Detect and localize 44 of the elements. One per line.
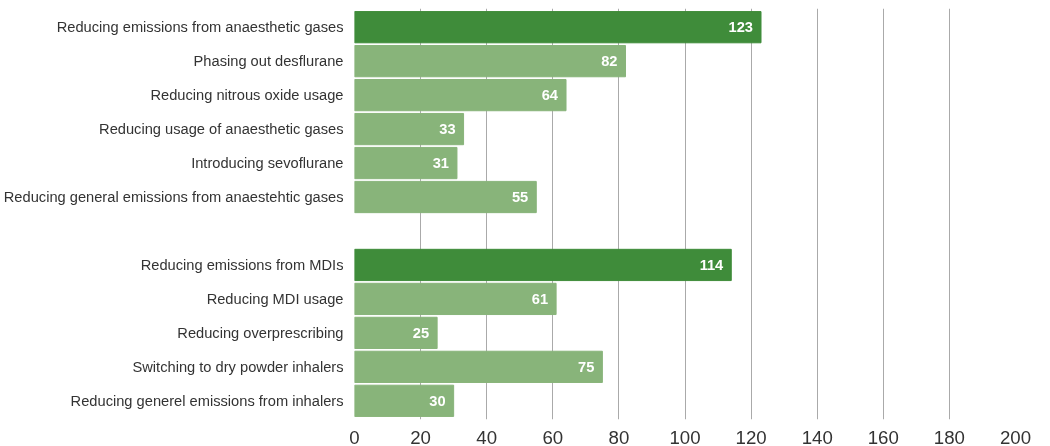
bar xyxy=(354,78,567,112)
data-label: 25 xyxy=(412,324,430,341)
bar xyxy=(354,112,465,146)
y-tick-label: Reducing general emissions from anaestehtic gases xyxy=(3,189,344,206)
data-label: 123 xyxy=(728,19,754,36)
x-tick-label: 60 xyxy=(542,426,564,446)
y-tick-label: Introducing sevoflurane xyxy=(191,155,344,172)
x-tick-label: 120 xyxy=(735,426,767,446)
bar xyxy=(354,316,438,350)
bar xyxy=(354,146,458,180)
data-label: 55 xyxy=(511,189,529,206)
y-tick-label: Reducing generel emissions from inhalers xyxy=(70,392,344,409)
y-tick-label: Switching to dry powder inhalers xyxy=(132,358,344,375)
x-tick-label: 100 xyxy=(669,426,701,446)
x-tick-label: 180 xyxy=(933,426,965,446)
data-label: 82 xyxy=(601,53,618,70)
bar xyxy=(354,384,455,417)
data-label: 114 xyxy=(699,256,725,273)
data-label: 30 xyxy=(429,392,446,409)
y-tick-label: Reducing emissions from anaesthetic gases xyxy=(56,19,344,36)
x-tick-label: 20 xyxy=(410,426,431,446)
data-label: 75 xyxy=(578,358,595,375)
bar xyxy=(354,282,557,316)
y-tick-label: Reducing emissions from MDIs xyxy=(140,256,344,273)
x-tick-label: 160 xyxy=(867,426,899,446)
x-tick-label: 140 xyxy=(801,426,833,446)
y-tick-label: Reducing overprescribing xyxy=(177,324,344,341)
x-tick-label: 80 xyxy=(608,426,630,446)
bar xyxy=(354,45,627,78)
y-tick-label: Reducing MDI usage xyxy=(206,290,344,307)
data-label: 64 xyxy=(541,87,559,104)
bar xyxy=(354,248,732,282)
y-tick-label: Phasing out desflurane xyxy=(193,53,344,70)
data-label: 31 xyxy=(432,155,449,172)
bar xyxy=(354,350,603,383)
data-label: 33 xyxy=(439,121,456,138)
x-tick-label: 0 xyxy=(349,426,360,446)
y-tick-label: Reducing nitrous oxide usage xyxy=(150,87,344,104)
bar xyxy=(354,180,537,214)
bar xyxy=(354,11,762,44)
x-tick-label: 40 xyxy=(476,426,498,446)
y-tick-label: Reducing usage of anaesthetic gases xyxy=(99,121,344,138)
x-tick-label: 200 xyxy=(999,426,1032,446)
data-label: 61 xyxy=(531,290,549,307)
